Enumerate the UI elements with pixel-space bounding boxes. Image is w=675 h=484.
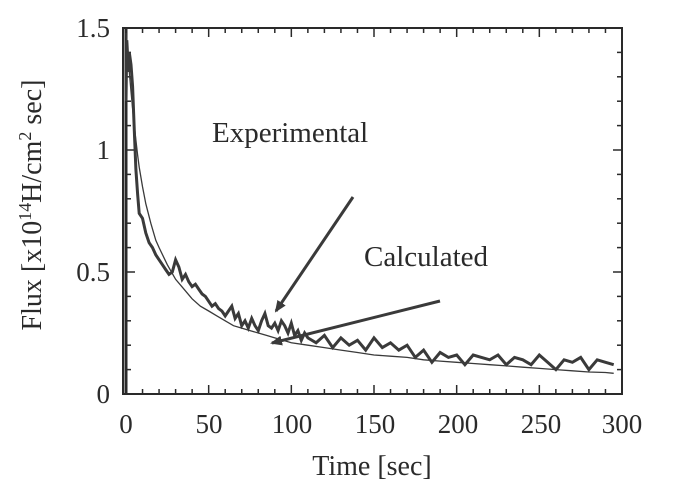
x-tick-label: 100	[272, 409, 313, 439]
x-axis-title: Time [sec]	[312, 451, 432, 482]
series-line-calculated	[125, 32, 614, 374]
annotation-calculated: Calculated	[364, 241, 489, 273]
x-tick-label: 150	[355, 409, 396, 439]
y-tick-label: 1.5	[76, 13, 110, 43]
x-tick-label: 200	[438, 409, 479, 439]
y-axis-title: Flux [x1014H/cm2 sec]	[15, 80, 48, 331]
y-tick-label: 0.5	[76, 257, 110, 287]
x-tick-label: 50	[196, 409, 223, 439]
major-ticks	[125, 27, 623, 395]
arrow-experimental	[274, 196, 355, 313]
x-tick-label: 250	[521, 409, 562, 439]
y-tick-label: 1	[97, 135, 111, 165]
x-tick-labels: 0 50 100 150 200 250 300	[119, 409, 642, 439]
series-line-experimental	[124, 40, 615, 373]
plot-frame	[122, 27, 623, 395]
x-tick-label: 0	[119, 409, 133, 439]
y-tick-label: 0	[97, 379, 111, 409]
annotation-experimental: Experimental	[212, 117, 368, 149]
arrow-calculated	[270, 299, 441, 346]
minor-ticks	[126, 28, 622, 394]
y-tick-labels: 1.5 1 0.5 0	[76, 13, 110, 409]
x-tick-label: 300	[602, 409, 643, 439]
